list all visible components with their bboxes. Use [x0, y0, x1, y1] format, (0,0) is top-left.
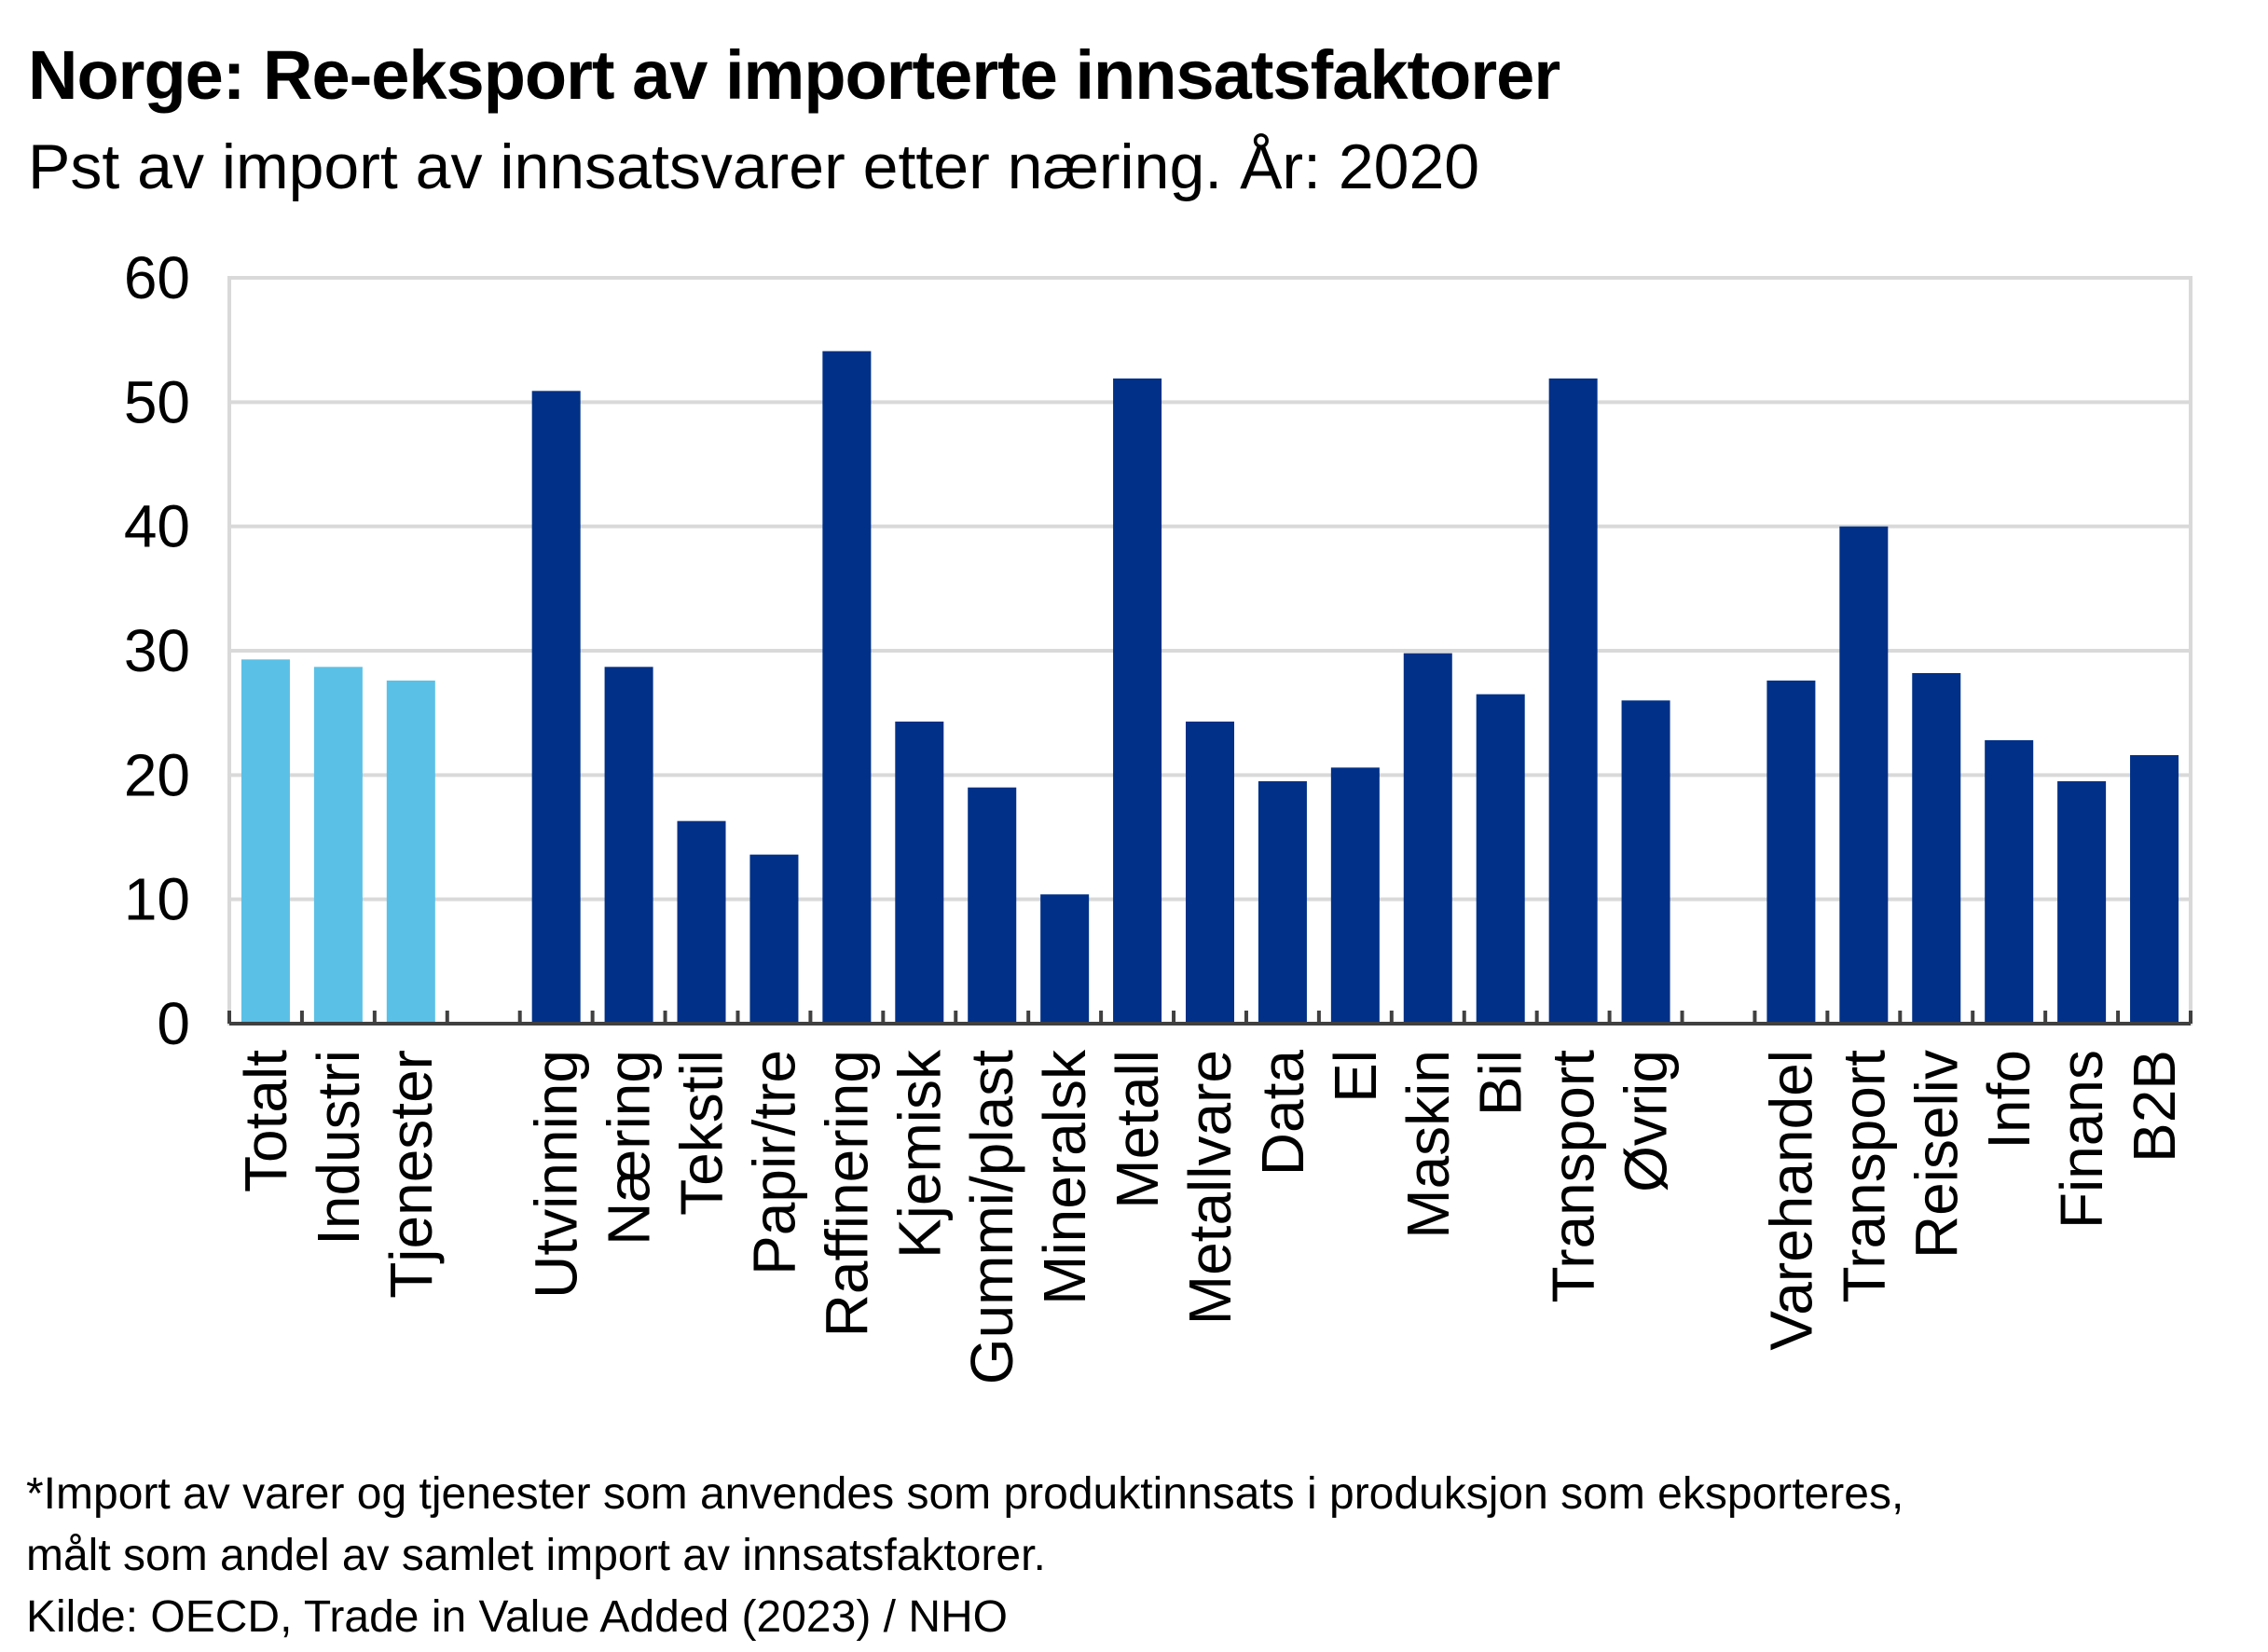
x-category-label: Papir/tre — [740, 1050, 807, 1275]
x-category-label: Maskin — [1395, 1050, 1462, 1239]
x-category-label: Transport — [1540, 1050, 1607, 1303]
x-category-label: Industri — [305, 1050, 372, 1246]
bar — [1621, 700, 1670, 1024]
bar — [1912, 673, 1961, 1024]
x-category-label: Gummi/plast — [958, 1050, 1025, 1384]
chart-subtitle: Pst av import av innsatsvarer etter næri… — [28, 131, 1480, 202]
x-category-label: Mineralsk — [1031, 1049, 1098, 1305]
bar — [1040, 894, 1090, 1024]
bar — [1258, 781, 1307, 1024]
bar — [1548, 379, 1598, 1024]
bar — [1985, 740, 2034, 1024]
x-category-label: Utvinning — [523, 1050, 590, 1299]
footnote-line: *Import av varer og tjenester som anvend… — [26, 1469, 1904, 1519]
x-category-label: Tjenester — [378, 1050, 445, 1299]
bar — [531, 391, 581, 1024]
bar — [313, 667, 363, 1024]
bar — [386, 681, 435, 1024]
x-category-label: Metall — [1104, 1050, 1171, 1209]
bar — [1766, 681, 1816, 1024]
x-category-label: Øvrig — [1613, 1050, 1680, 1192]
y-tick-label: 0 — [157, 990, 190, 1057]
x-category-label: Varehandel — [1757, 1050, 1824, 1351]
bars — [241, 351, 2179, 1025]
x-category-label: Totalt — [232, 1050, 299, 1192]
bar — [968, 787, 1017, 1024]
bar — [1330, 767, 1380, 1024]
x-category-label: El — [1322, 1050, 1389, 1103]
x-category-label: Næring — [596, 1050, 663, 1246]
bar — [822, 351, 872, 1025]
axes — [227, 1011, 2192, 1026]
y-tick-label: 20 — [124, 741, 190, 808]
axis-labels: 0 10 20 30 40 50 60 Totalt Industri Tjenester Utvi… — [124, 244, 2188, 1384]
bar — [1403, 653, 1452, 1024]
bar — [1113, 379, 1162, 1024]
x-category-label: Bil — [1467, 1050, 1534, 1116]
x-category-label: Raffinering — [813, 1050, 880, 1337]
y-tick-label: 10 — [124, 866, 190, 933]
chart-title: Norge: Re-eksport av importerte innsatsf… — [28, 36, 1560, 114]
bar — [2130, 755, 2179, 1024]
x-category-label: Info — [1975, 1050, 2042, 1150]
x-category-label: Metallvare — [1176, 1050, 1244, 1325]
y-tick-label: 40 — [124, 493, 190, 560]
x-category-label: Tekstil — [668, 1050, 735, 1216]
bar — [2057, 781, 2107, 1024]
bar — [241, 659, 290, 1024]
y-tick-label: 30 — [124, 617, 190, 684]
y-tick-label: 60 — [124, 244, 190, 311]
footnotes: *Import av varer og tjenester som anvend… — [26, 1464, 1904, 1648]
bar — [749, 854, 799, 1024]
bar — [604, 667, 653, 1024]
x-category-label: Reiseliv — [1903, 1050, 1970, 1259]
bar — [677, 820, 726, 1024]
x-category-label: Transport — [1830, 1050, 1897, 1303]
footnote-line: målt som andel av samlet import av innsa… — [26, 1531, 1046, 1580]
bar — [1186, 722, 1234, 1024]
x-category-label: Data — [1249, 1050, 1316, 1177]
source-line: Kilde: OECD, Trade in Value Added (2023)… — [26, 1592, 1008, 1642]
x-category-label: Kjemisk — [886, 1049, 953, 1259]
bar — [1839, 526, 1889, 1024]
y-tick-label: 50 — [124, 368, 190, 435]
bar — [895, 722, 944, 1024]
x-category-label: B2B — [2121, 1050, 2188, 1163]
bar — [1476, 694, 1525, 1024]
x-category-label: Finans — [2048, 1050, 2115, 1229]
